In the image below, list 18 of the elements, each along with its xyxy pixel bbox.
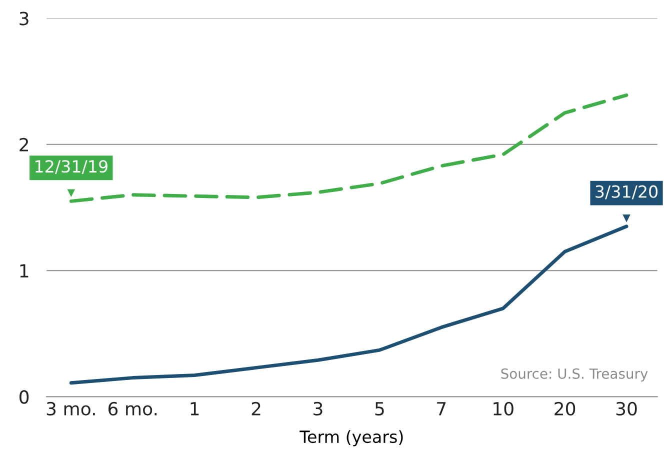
text: 3/31/20 [596, 185, 658, 200]
x-axis-title: Term (years) [300, 430, 403, 446]
x-tick-label: 30 [616, 402, 637, 416]
y-tick-label: 2 [20, 138, 28, 152]
x-tick-label: 6 mo. [108, 402, 157, 416]
x-tick-label: 20 [554, 402, 576, 416]
annotation: Source: U.S. Treasury [501, 368, 648, 382]
x-tick-label: 2 [252, 402, 260, 416]
y-tick-label: 0 [20, 390, 29, 404]
x-tick-label: 3 mo. [46, 402, 95, 416]
x-tick-label: 1 [190, 402, 199, 416]
x-tick-label: 7 [437, 402, 446, 416]
x-tick-label: 10 [494, 402, 514, 416]
series-label: 12/31/19 [36, 160, 108, 174]
x-tick-label: 3 [314, 402, 322, 416]
y-tick-label: 1 [20, 264, 28, 278]
x-tick-label: 5 [375, 402, 384, 416]
y-tick-label: 3 [20, 12, 28, 26]
